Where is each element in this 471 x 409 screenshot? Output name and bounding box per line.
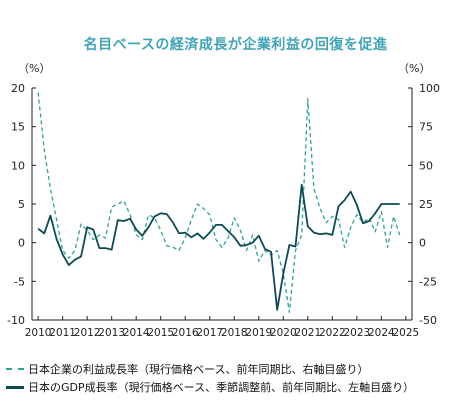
x-tick-label: 2016 [172,327,199,339]
left-tick-label: 15 [11,121,25,134]
x-tick-label: 2021 [294,327,321,339]
x-tick-label: 2012 [74,327,101,339]
right-tick-label: 75 [419,121,433,134]
right-tick-label: 0 [419,237,426,250]
legend-item-profit: 日本企業の利益成長率（現行価格ベース、前年同期比、右軸目盛り） [6,361,368,377]
left-tick-label: -10 [7,314,25,327]
legend-item-gdp: 日本のGDP成長率（現行価格ベース、季節調整前、前年同期比、左軸目盛り） [6,379,414,395]
x-tick-label: 2022 [319,327,346,339]
right-tick-label: 100 [419,82,440,95]
x-tick-label: 2020 [270,327,297,339]
legend-swatch-solid [6,385,24,389]
left-axis-unit: （%） [18,62,51,75]
series-line-gdp-growth [37,183,400,311]
x-tick-label: 2010 [25,327,52,339]
x-tick-label: 2015 [147,327,174,339]
left-tick-label: -5 [14,275,25,288]
left-tick-label: 5 [18,198,25,211]
x-tick-label: 2011 [49,327,76,339]
x-tick-label: 2023 [343,327,370,339]
legend-label-gdp: 日本のGDP成長率（現行価格ベース、季節調整前、前年同期比、左軸目盛り） [28,381,415,394]
left-tick-label: 0 [18,237,25,250]
left-tick-label: 20 [11,82,25,95]
legend-swatch-dashed [6,368,24,370]
chart-title: 名目ベースの経済成長が企業利益の回復を促進 [83,37,388,53]
x-tick-label: 2013 [98,327,125,339]
x-tick-label: 2014 [123,327,150,339]
x-tick-label: 2024 [368,327,395,339]
right-tick-label: 50 [419,159,433,172]
legend-label-profit: 日本企業の利益成長率（現行価格ベース、前年同期比、右軸目盛り） [28,363,369,376]
series-line-profit-growth [37,92,401,313]
x-tick-label: 2017 [196,327,223,339]
right-tick-label: -25 [419,275,437,288]
right-tick-label: -50 [419,314,437,327]
x-tick-label: 2018 [221,327,248,339]
x-tick-label: 2019 [245,327,272,339]
right-axis-unit: （%） [398,62,431,75]
right-tick-label: 25 [419,198,433,211]
x-tick-label: 2025 [393,327,420,339]
left-tick-label: 10 [11,159,25,172]
